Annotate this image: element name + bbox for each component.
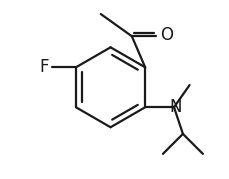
Text: N: N: [168, 98, 181, 116]
Text: O: O: [159, 26, 172, 44]
Text: F: F: [39, 58, 49, 76]
